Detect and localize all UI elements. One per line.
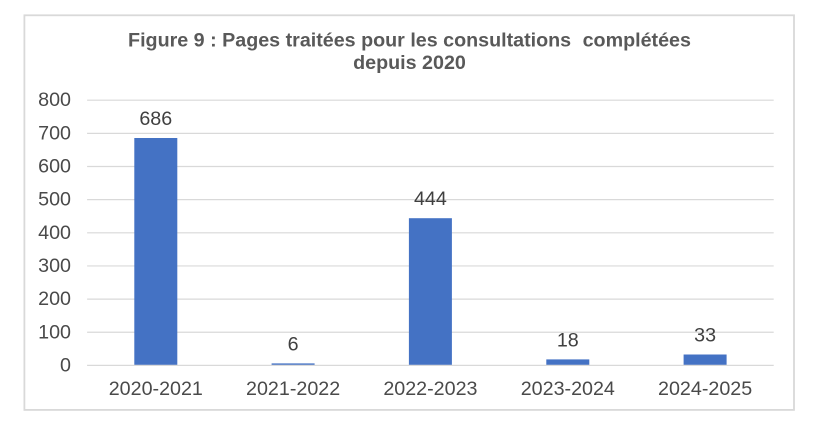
svg-text:600: 600 (38, 156, 71, 178)
svg-text:400: 400 (38, 222, 71, 244)
svg-text:0: 0 (60, 354, 71, 376)
svg-text:6: 6 (288, 333, 299, 355)
svg-text:18: 18 (557, 329, 579, 351)
svg-text:33: 33 (694, 325, 716, 347)
svg-text:700: 700 (38, 122, 71, 144)
svg-text:2021-2022: 2021-2022 (246, 378, 340, 400)
svg-text:444: 444 (414, 188, 447, 210)
svg-text:300: 300 (38, 255, 71, 277)
svg-text:100: 100 (38, 321, 71, 343)
svg-text:depuis 2020: depuis 2020 (353, 52, 466, 74)
svg-text:800: 800 (38, 89, 71, 111)
svg-text:2024-2025: 2024-2025 (658, 378, 752, 400)
svg-text:686: 686 (139, 108, 172, 130)
svg-text:500: 500 (38, 189, 71, 211)
svg-text:2020-2021: 2020-2021 (109, 378, 203, 400)
svg-text:2022-2023: 2022-2023 (383, 378, 477, 400)
svg-text:2023-2024: 2023-2024 (521, 378, 615, 400)
svg-text:Figure 9 : Pages traitées pour: Figure 9 : Pages traitées pour les consu… (128, 30, 691, 52)
svg-text:200: 200 (38, 288, 71, 310)
